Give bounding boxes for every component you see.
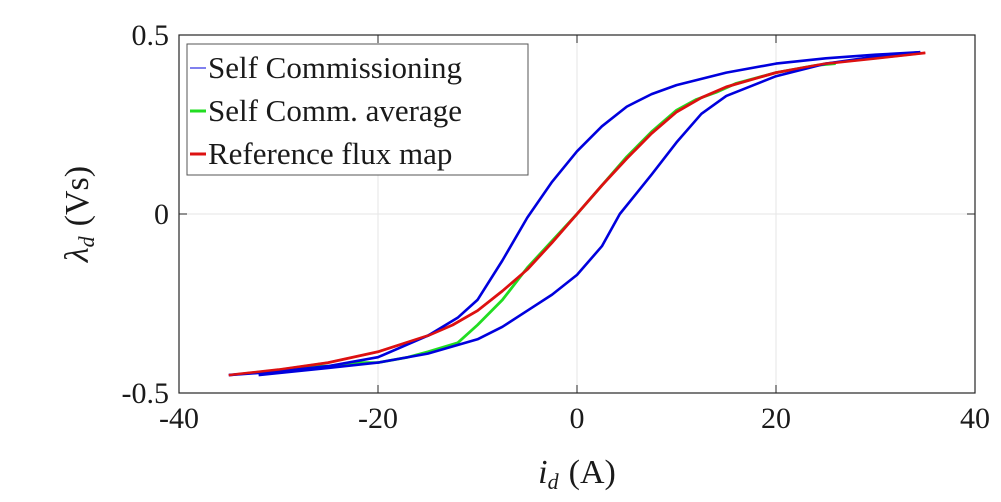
legend: Self Commissioning Self Comm. average Refe… <box>186 43 529 176</box>
legend-label: Self Comm. average <box>208 93 462 128</box>
series-line-self-commissioning <box>258 50 921 377</box>
x-tick-label: 40 <box>960 402 990 435</box>
plot-lines <box>228 50 926 377</box>
legend-label: Reference flux map <box>208 136 452 171</box>
reference-line-overlay <box>228 51 926 377</box>
series-line-self-commissioning <box>228 50 921 377</box>
y-tick-label: 0 <box>154 198 169 231</box>
legend-label: Self Commissioning <box>208 50 462 85</box>
x-tick-label: -40 <box>159 402 199 435</box>
legend-box <box>186 43 529 176</box>
y-axis-label: λd(Vs) <box>59 166 99 263</box>
axis-ticks: -40 -20 0 20 40 -0.5 0 0.5 <box>122 19 991 435</box>
x-tick-label: 0 <box>570 402 585 435</box>
y-tick-label: -0.5 <box>122 377 170 410</box>
x-tick-label: 20 <box>761 402 791 435</box>
x-tick-label: -20 <box>358 402 398 435</box>
y-tick-label: 0.5 <box>132 19 170 52</box>
x-axis-label: id (A) <box>538 454 616 494</box>
